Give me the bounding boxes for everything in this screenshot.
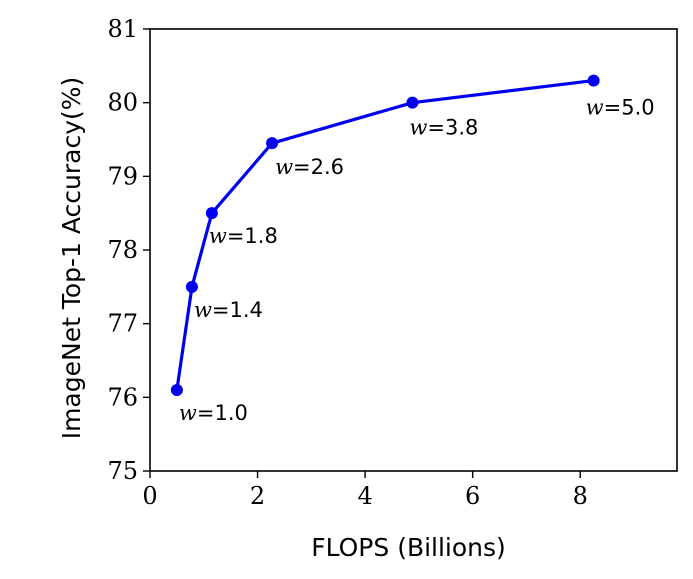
ticks-layer: 0 2 4 6 8 75 76 77 78 79 80 81 [107,15,587,510]
point-labels-layer: w=1.0w=1.4w=1.8w=2.6w=3.8w=5.0 [179,96,655,425]
point-label: w=3.8 [409,116,478,140]
y-tick-label: 75 [107,457,138,485]
point-label: w=1.8 [209,224,278,248]
x-tick-label: 8 [573,482,588,510]
point-label-var: w [209,224,227,248]
point-label-value: =1.0 [197,401,248,425]
point-label-value: =2.6 [293,155,344,179]
point-label-var: w [586,96,604,120]
data-point [170,383,183,396]
data-point [185,280,198,293]
x-tick-label: 2 [250,482,265,510]
y-tick-label: 79 [107,162,138,190]
point-label-value: =1.8 [227,224,278,248]
x-tick-label: 4 [357,482,372,510]
point-label-value: =1.4 [212,298,263,322]
y-tick-label: 81 [107,15,138,43]
x-tick-label: 0 [142,482,157,510]
data-point [205,207,218,220]
data-point [266,137,279,150]
point-label: w=1.0 [179,401,248,425]
point-label: w=1.4 [194,298,263,322]
point-label-var: w [194,298,212,322]
point-label: w=5.0 [586,96,655,120]
series-line [175,78,594,391]
point-label-var: w [409,116,427,140]
y-tick-label: 77 [107,310,138,338]
point-label-var: w [275,155,293,179]
y-tick-label: 78 [107,236,138,264]
x-tick-label: 6 [465,482,480,510]
data-point [587,74,600,87]
series-layer [170,74,600,396]
point-label-value: =3.8 [427,116,478,140]
data-point [406,96,419,109]
y-tick-label: 80 [107,89,138,117]
point-label: w=2.6 [275,155,344,179]
x-axis-title: FLOPS (Billions) [311,533,506,562]
y-tick-label: 76 [107,383,138,411]
y-axis-title: ImageNet Top-1 Accuracy(%) [57,77,86,440]
point-label-value: =5.0 [604,96,655,120]
point-label-var: w [179,401,197,425]
